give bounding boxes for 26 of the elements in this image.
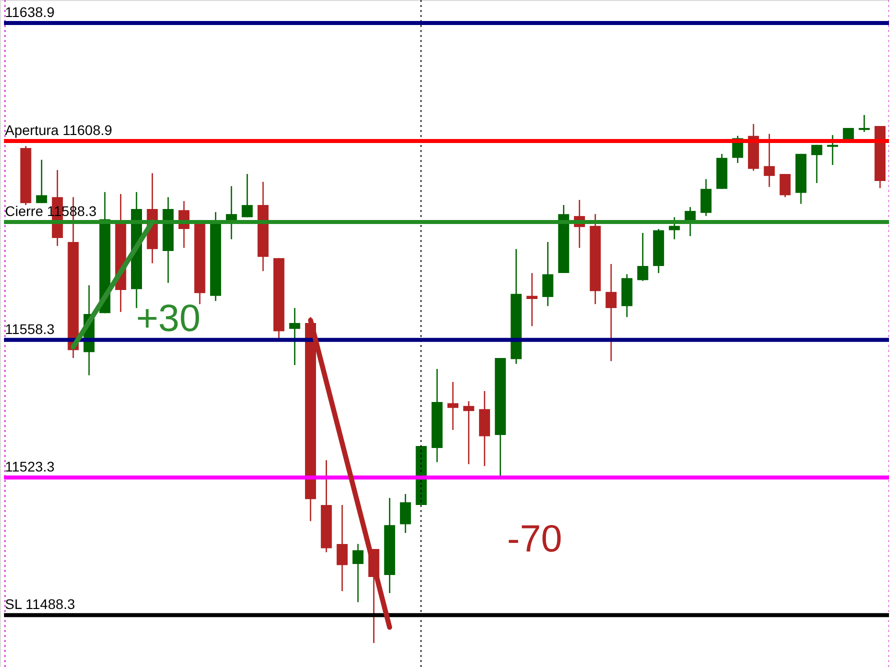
ref-line-label: Apertura 11608.9 [5,122,112,138]
candlestick [336,504,348,592]
candlestick [447,381,458,431]
candlestick [780,173,791,198]
ref-line-label: 11638.9 [5,4,55,20]
annotation: +30 [136,298,201,340]
candlestick [352,543,364,603]
candlestick [606,263,617,362]
candlestick [827,134,838,166]
candlestick [542,241,554,307]
candlestick [463,400,474,465]
candlestick [858,114,870,133]
candlestick [36,159,48,204]
candlestick [526,272,538,327]
ref-line-label: 11558.3 [5,320,55,337]
candlestick [668,216,680,240]
ref-line-label: 11523.3 [5,458,55,474]
candlestick [700,178,712,217]
candlestick [637,232,648,282]
candlestick [242,173,253,218]
ref-line-label: SL 11488.3 [5,596,76,612]
candlestick [811,144,822,184]
candlestick [400,493,411,534]
candlestick [289,307,300,366]
candlestick [764,133,775,188]
annotation: -70 [507,518,562,560]
